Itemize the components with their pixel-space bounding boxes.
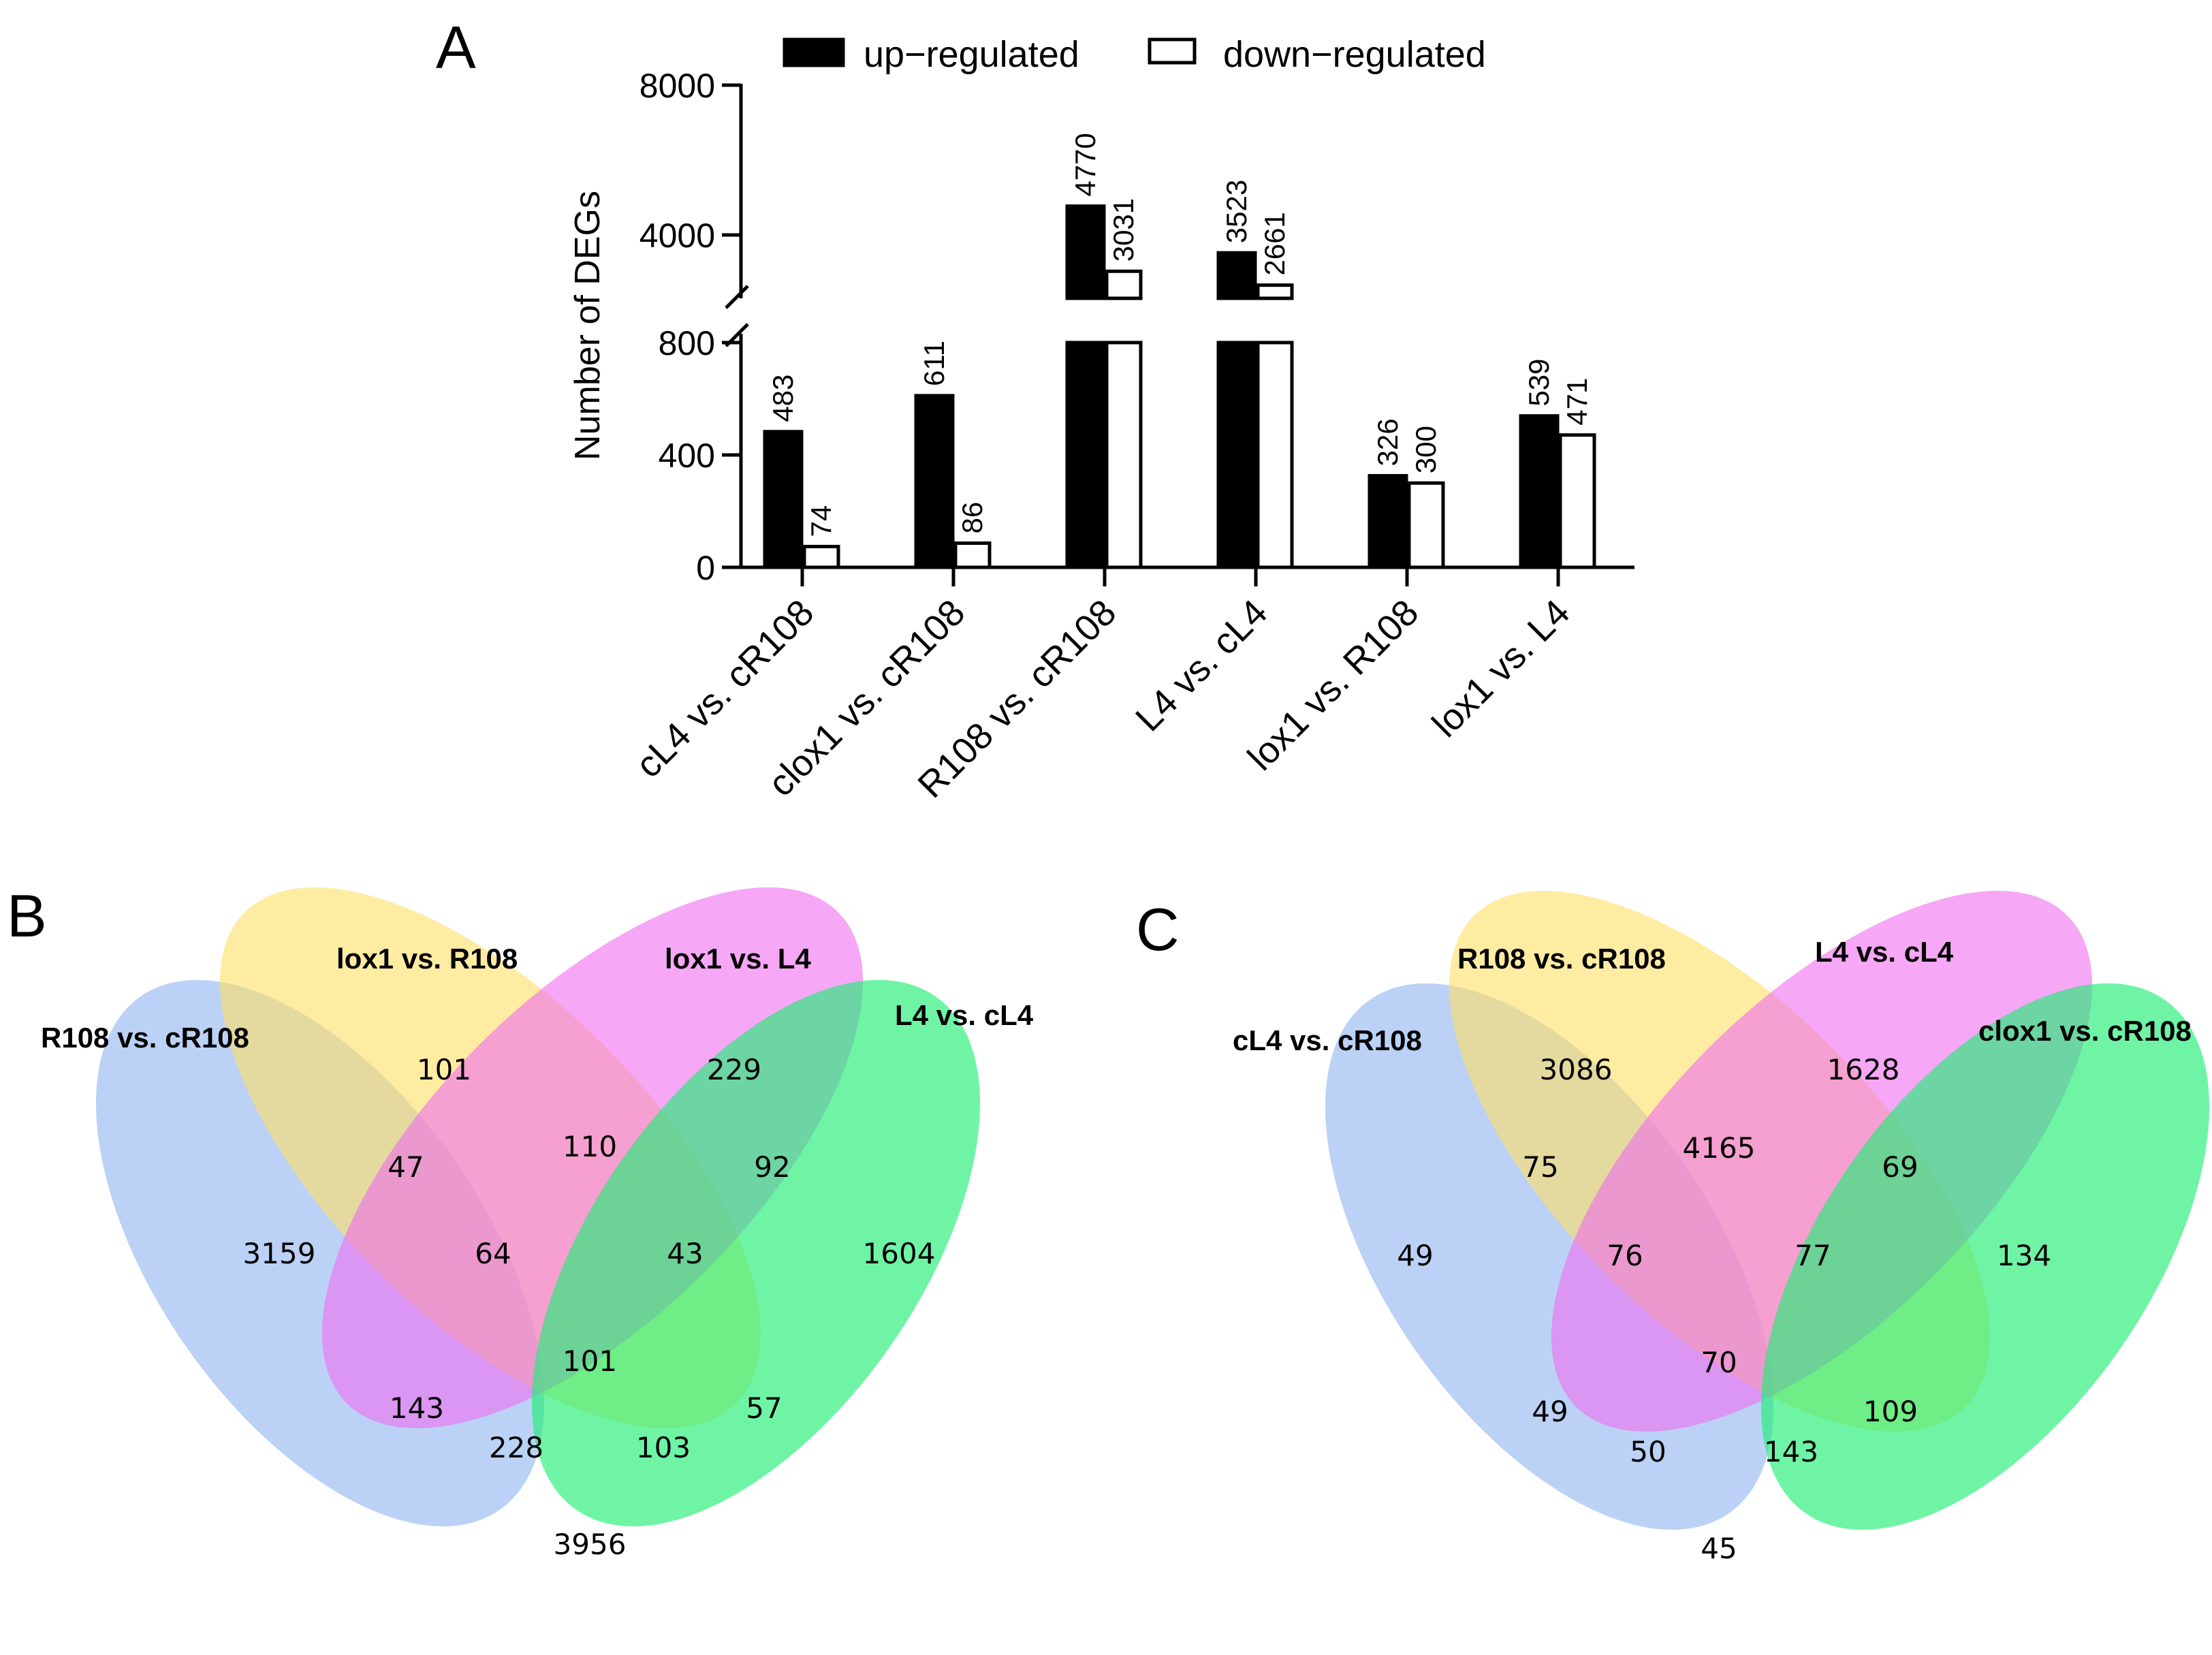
bar-upper-segment xyxy=(1105,269,1143,300)
venn-c-region-13: 50 xyxy=(1630,1435,1666,1468)
venn-c-region-9: 134 xyxy=(1997,1239,2051,1272)
bar-upper-segment xyxy=(1256,283,1294,300)
bar-value-label: 483 xyxy=(767,375,799,422)
bar xyxy=(1558,433,1596,569)
venn-c-region-1: 3086 xyxy=(1540,1053,1613,1086)
bar-value-label: 86 xyxy=(956,502,988,534)
bar-value-label: 3523 xyxy=(1220,180,1252,243)
venn-b-region-1: 101 xyxy=(417,1053,471,1086)
x-tick-label: L4 vs. cL4 xyxy=(1128,592,1275,739)
bar xyxy=(1519,414,1560,569)
y-tick-label-4000: 4000 xyxy=(639,217,715,255)
venn-b-region-5: 92 xyxy=(754,1150,790,1184)
y-tick-label-8000: 8000 xyxy=(639,67,715,105)
bar xyxy=(1368,474,1408,569)
bar-value-label: 300 xyxy=(1410,426,1442,473)
venn-b-region-10: 101 xyxy=(563,1344,617,1378)
venn-b-region-6: 3159 xyxy=(243,1237,316,1270)
venn-b-region-3: 47 xyxy=(388,1150,424,1184)
bar-lower-segment xyxy=(1065,341,1106,569)
bar-upper-segment xyxy=(1065,204,1106,300)
bar-value-label: 611 xyxy=(918,341,950,386)
bar-lower-segment xyxy=(1256,341,1294,569)
venn-c-region-7: 76 xyxy=(1607,1239,1643,1272)
venn-b-region-13: 228 xyxy=(489,1431,543,1464)
venn-c: cL4 vs. cR108 R108 vs. cR108 L4 vs. cL4 … xyxy=(1233,890,2210,1565)
y-tick-label-800: 800 xyxy=(659,324,715,362)
bar xyxy=(802,544,840,569)
venn-b-region-9: 1604 xyxy=(863,1237,936,1270)
venn-b: R108 vs. cR108 lox1 vs. R108 lox1 vs. L4… xyxy=(41,887,1034,1561)
venn-c-set-3-ellipse xyxy=(1551,890,2093,1432)
venn-b-region-4: 110 xyxy=(563,1130,617,1163)
venn-c-region-8: 77 xyxy=(1795,1239,1831,1272)
legend-swatch-up xyxy=(783,37,845,67)
bar-chart: up−regulated down−regulated Number of DE… xyxy=(568,34,1634,806)
venn-c-set-label-2: R108 vs. cR108 xyxy=(1457,943,1666,975)
venn-c-region-15: 45 xyxy=(1701,1532,1737,1565)
venn-b-region-12: 57 xyxy=(746,1391,782,1425)
bar-value-label: 3031 xyxy=(1107,198,1139,262)
panel-label-b: B xyxy=(7,882,47,949)
venn-b-set-4-ellipse xyxy=(531,979,981,1527)
bar xyxy=(914,394,955,569)
bar-lower-segment xyxy=(1216,341,1257,569)
bar-value-label: 4770 xyxy=(1069,133,1101,196)
venn-b-region-8: 43 xyxy=(667,1237,703,1270)
axis-break-mark-1 xyxy=(725,285,749,309)
legend-label-up: up−regulated xyxy=(864,34,1079,75)
venn-c-set-label-3: L4 vs. cL4 xyxy=(1815,936,1954,968)
venn-c-set-label-1: cL4 vs. cR108 xyxy=(1233,1024,1422,1056)
venn-c-region-3: 75 xyxy=(1522,1150,1558,1184)
venn-c-region-14: 143 xyxy=(1764,1435,1818,1468)
venn-b-set-3-ellipse xyxy=(321,887,864,1429)
bar-value-label: 471 xyxy=(1561,378,1593,426)
venn-b-region-15: 3956 xyxy=(554,1528,627,1561)
bar-value-label: 539 xyxy=(1523,359,1555,407)
venn-b-set-label-3: lox1 vs. L4 xyxy=(665,943,811,975)
venn-c-region-6: 49 xyxy=(1397,1239,1433,1272)
legend-label-down: down−regulated xyxy=(1223,34,1486,75)
venn-b-set-label-2: lox1 vs. R108 xyxy=(336,943,518,975)
bar xyxy=(953,541,992,569)
y-tick-label-0: 0 xyxy=(696,549,715,587)
bar xyxy=(1407,481,1445,569)
venn-c-set-4-ellipse xyxy=(1760,983,2210,1530)
panel-label-c: C xyxy=(1136,896,1180,963)
venn-c-region-5: 69 xyxy=(1882,1150,1918,1184)
bar-value-label: 2661 xyxy=(1259,212,1291,275)
bar-value-label: 74 xyxy=(805,505,837,537)
panel-label-a: A xyxy=(436,14,476,81)
venn-c-region-10: 70 xyxy=(1701,1346,1737,1379)
venn-c-region-12: 109 xyxy=(1863,1395,1918,1428)
venn-c-region-11: 49 xyxy=(1532,1395,1568,1428)
bar-upper-segment xyxy=(1216,251,1257,300)
legend-swatch-down xyxy=(1148,37,1197,65)
x-tick-label: lox1 vs. L4 xyxy=(1425,592,1578,745)
venn-b-region-14: 103 xyxy=(636,1431,691,1464)
bar xyxy=(763,430,804,569)
venn-b-region-11: 143 xyxy=(390,1391,444,1425)
venn-c-region-2: 1628 xyxy=(1827,1053,1900,1086)
bar-value-label: 326 xyxy=(1372,418,1404,466)
venn-c-region-4: 4165 xyxy=(1683,1131,1756,1165)
venn-b-set-label-4: L4 vs. cL4 xyxy=(895,999,1034,1031)
y-tick-label-400: 400 xyxy=(659,437,715,475)
y-axis-label: Number of DEGs xyxy=(568,191,607,460)
venn-c-set-label-4: clox1 vs. cR108 xyxy=(1978,1015,2192,1047)
venn-b-region-7: 64 xyxy=(475,1237,511,1270)
venn-b-set-label-1: R108 vs. cR108 xyxy=(41,1022,249,1054)
venn-b-region-2: 229 xyxy=(707,1053,761,1086)
bar-lower-segment xyxy=(1105,341,1143,569)
